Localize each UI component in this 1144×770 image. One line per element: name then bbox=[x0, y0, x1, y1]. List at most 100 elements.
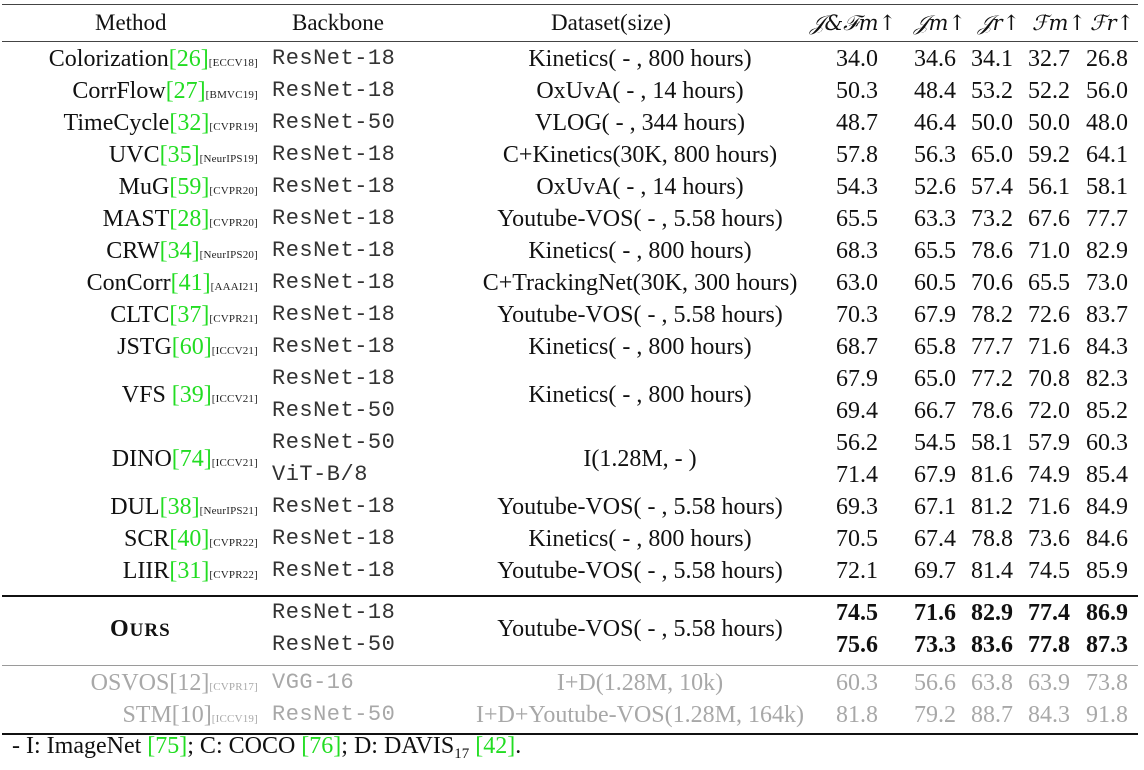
table-row-0-r0-jr: 34.1 bbox=[971, 46, 1013, 72]
method-venue: [ICCV21] bbox=[211, 345, 258, 357]
method-venue: [ICCV21] bbox=[211, 457, 258, 469]
supervised-top-rule bbox=[2, 665, 1138, 666]
table-row-2-dataset: VLOG( - , 344 hours) bbox=[535, 110, 745, 136]
method-citation[interactable]: [31] bbox=[169, 558, 210, 584]
footnote-citation-coco[interactable]: [76] bbox=[301, 733, 342, 759]
table-row-12-dataset: Youtube-VOS( - , 5.58 hours) bbox=[497, 494, 783, 520]
table-row-11-r0-jf: 56.2 bbox=[836, 430, 878, 456]
method-citation[interactable]: [28] bbox=[169, 206, 210, 232]
supervised-row-0-method: OSVOS[12][CVPR17] bbox=[91, 667, 258, 703]
table-row-12-method: DUL[38][NeurIPS21] bbox=[110, 491, 258, 527]
method-citation[interactable]: [27] bbox=[165, 78, 206, 104]
ours-backbone-1: ResNet-50 bbox=[272, 632, 396, 657]
table-row-2-r0-jm: 46.4 bbox=[914, 110, 956, 136]
table-row-6-dataset: Kinetics( - , 800 hours) bbox=[528, 238, 752, 264]
method-citation[interactable]: [39] bbox=[171, 382, 212, 408]
method-citation[interactable]: [10] bbox=[171, 702, 212, 728]
method-citation[interactable]: [35] bbox=[159, 142, 200, 168]
method-citation[interactable]: [38] bbox=[159, 494, 200, 520]
table-row-8-r0-fm: 72.6 bbox=[1028, 302, 1070, 328]
table-row-2-r0-jr: 50.0 bbox=[971, 110, 1013, 136]
method-citation[interactable]: [32] bbox=[169, 110, 210, 136]
supervised-row-1-jf: 81.8 bbox=[836, 702, 878, 728]
table-row-8-method: CLTC[37][CVPR21] bbox=[110, 299, 258, 335]
table-row-11-backbone-1: ViT-B/8 bbox=[272, 462, 368, 487]
table-row-4-r0-jr: 57.4 bbox=[971, 174, 1013, 200]
method-name: DUL bbox=[110, 494, 160, 520]
table-row-5-method: MAST[28][CVPR20] bbox=[103, 203, 258, 239]
table-row-6-r0-fm: 71.0 bbox=[1028, 238, 1070, 264]
footnote-davis-subscript: 17 bbox=[454, 746, 470, 762]
method-venue: [CVPR20] bbox=[209, 217, 258, 229]
table-row-0-r0-fr: 26.8 bbox=[1086, 46, 1128, 72]
table-row-11-backbone-0: ResNet-50 bbox=[272, 430, 396, 455]
method-citation[interactable]: [40] bbox=[169, 526, 210, 552]
table-row-5-r0-jf: 65.5 bbox=[836, 206, 878, 232]
table-row-0-backbone-0: ResNet-18 bbox=[272, 46, 396, 71]
table-row-3-method: UVC[35][NeurIPS19] bbox=[109, 139, 258, 175]
table-row-12-backbone-0: ResNet-18 bbox=[272, 494, 396, 519]
method-venue: [CVPR22] bbox=[209, 569, 258, 581]
table-row-1-r0-fr: 56.0 bbox=[1086, 78, 1128, 104]
table-row-10-r1-jf: 69.4 bbox=[836, 398, 878, 424]
header-fr: ℱr↑ bbox=[1090, 11, 1135, 35]
table-row-9-dataset: Kinetics( - , 800 hours) bbox=[528, 334, 752, 360]
method-citation[interactable]: [37] bbox=[169, 302, 210, 328]
table-row-8-dataset: Youtube-VOS( - , 5.58 hours) bbox=[497, 302, 783, 328]
table-row-5-r0-fr: 77.7 bbox=[1086, 206, 1128, 232]
table-row-14-r0-jm: 69.7 bbox=[914, 558, 956, 584]
footnote-citation-imagenet[interactable]: [75] bbox=[147, 733, 188, 759]
table-row-7-r0-jm: 60.5 bbox=[914, 270, 956, 296]
ours-dataset: Youtube-VOS( - , 5.58 hours) bbox=[497, 616, 783, 642]
method-venue: [CVPR19] bbox=[209, 121, 258, 133]
method-citation[interactable]: [26] bbox=[168, 46, 209, 72]
supervised-row-1-backbone: ResNet-50 bbox=[272, 702, 396, 727]
method-name: VFS bbox=[121, 382, 172, 408]
header-fm: ℱm↑ bbox=[1032, 11, 1087, 35]
table-row-8-r0-jf: 70.3 bbox=[836, 302, 878, 328]
method-name: UVC bbox=[108, 142, 160, 168]
table-row-10-r1-jr: 78.6 bbox=[971, 398, 1013, 424]
table-row-6-method: CRW[34][NeurIPS20] bbox=[106, 235, 258, 271]
supervised-row-0-fr: 73.8 bbox=[1086, 670, 1128, 696]
method-venue: [CVPR17] bbox=[209, 681, 258, 693]
table-row-11-dataset: I(1.28M, - ) bbox=[583, 446, 697, 472]
ours-r1-fm: 77.8 bbox=[1028, 632, 1070, 658]
table-row-11-r0-jr: 58.1 bbox=[971, 430, 1013, 456]
table-row-8-r0-jm: 67.9 bbox=[914, 302, 956, 328]
method-citation[interactable]: [74] bbox=[171, 446, 212, 472]
method-name: OSVOS bbox=[90, 670, 170, 696]
table-row-11-r0-jm: 54.5 bbox=[914, 430, 956, 456]
method-citation[interactable]: [34] bbox=[159, 238, 200, 264]
method-citation[interactable]: [41] bbox=[170, 270, 211, 296]
table-row-10-r0-jr: 77.2 bbox=[971, 366, 1013, 392]
method-citation[interactable]: [12] bbox=[169, 670, 210, 696]
ours-method: OURS bbox=[110, 613, 171, 647]
table-row-9-r0-fr: 84.3 bbox=[1086, 334, 1128, 360]
table-row-12-r0-jf: 69.3 bbox=[836, 494, 878, 520]
table-row-11-r1-jr: 81.6 bbox=[971, 462, 1013, 488]
header-jm: 𝒥m↑ bbox=[914, 11, 966, 35]
table-row-1-r0-jr: 53.2 bbox=[971, 78, 1013, 104]
table-footnote: - I: ImageNet [75]; C: COCO [76]; D: DAV… bbox=[12, 730, 521, 770]
table-row-9-method: JSTG[60][ICCV21] bbox=[117, 331, 258, 367]
table-row-6-r0-jm: 65.5 bbox=[914, 238, 956, 264]
ours-r1-fr: 87.3 bbox=[1086, 632, 1128, 658]
table-row-14-r0-fr: 85.9 bbox=[1086, 558, 1128, 584]
footnote-end: . bbox=[515, 733, 522, 759]
ours-r0-jr: 82.9 bbox=[971, 600, 1013, 626]
ours-label-rest: URS bbox=[129, 620, 171, 641]
table-row-10-r0-fr: 82.3 bbox=[1086, 366, 1128, 392]
method-venue: [ECCV18] bbox=[208, 57, 258, 69]
table-row-4-r0-jf: 54.3 bbox=[836, 174, 878, 200]
table-row-0-r0-jf: 34.0 bbox=[836, 46, 878, 72]
method-name: CorrFlow bbox=[72, 78, 166, 104]
table-row-9-r0-jr: 77.7 bbox=[971, 334, 1013, 360]
method-citation[interactable]: [59] bbox=[169, 174, 210, 200]
method-citation[interactable]: [60] bbox=[171, 334, 212, 360]
supervised-row-0-jf: 60.3 bbox=[836, 670, 878, 696]
table-row-7-dataset: C+TrackingNet(30K, 300 hours) bbox=[482, 270, 798, 296]
supervised-row-1-jr: 88.7 bbox=[971, 702, 1013, 728]
footnote-citation-davis[interactable]: [42] bbox=[475, 733, 516, 759]
